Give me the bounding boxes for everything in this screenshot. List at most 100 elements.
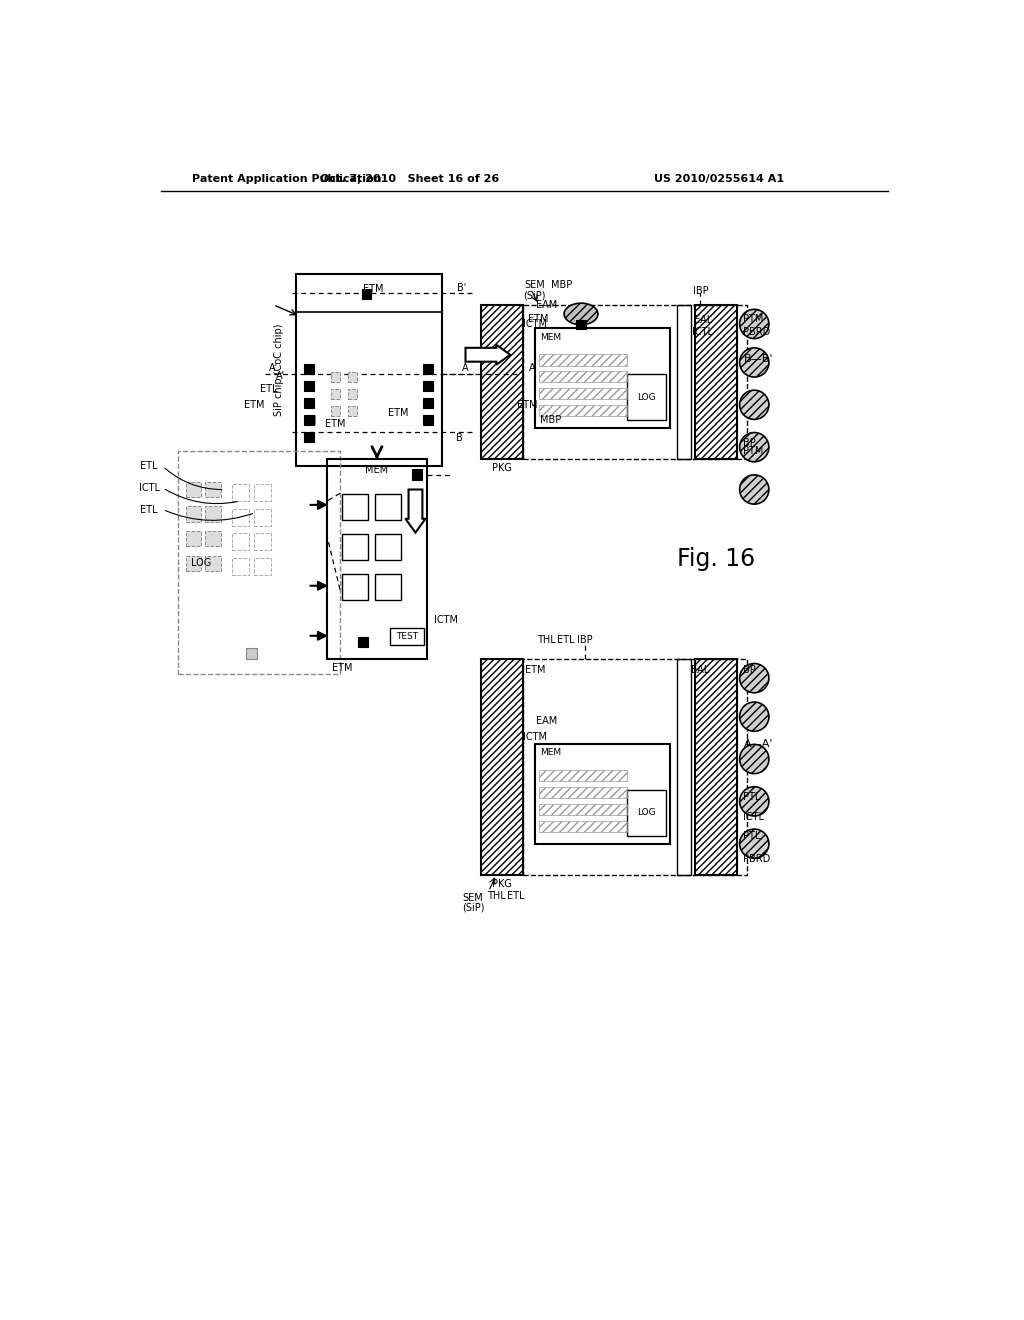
Bar: [254, 508, 270, 525]
Text: SiP chip (CoC chip): SiP chip (CoC chip): [274, 323, 285, 416]
Bar: [342, 494, 369, 520]
Bar: [304, 381, 313, 391]
Text: A': A': [276, 371, 286, 380]
Text: ETL: ETL: [260, 384, 278, 395]
Bar: [342, 535, 369, 561]
Circle shape: [739, 309, 769, 339]
Text: MEM: MEM: [540, 333, 561, 342]
Bar: [375, 494, 400, 520]
Bar: [178, 451, 340, 675]
Bar: [539, 371, 628, 383]
Text: LOG: LOG: [191, 557, 212, 568]
Bar: [423, 414, 433, 425]
Ellipse shape: [564, 304, 598, 325]
Text: ICTL: ICTL: [743, 812, 765, 822]
Bar: [348, 389, 357, 399]
Text: BP: BP: [743, 665, 757, 676]
Circle shape: [739, 391, 769, 420]
Bar: [523, 305, 746, 459]
FancyArrow shape: [466, 345, 510, 364]
Bar: [539, 804, 628, 816]
Text: ETM: ETM: [528, 314, 549, 323]
Text: EAL: EAL: [691, 665, 710, 676]
Text: ICTM: ICTM: [523, 733, 547, 742]
Bar: [186, 556, 202, 572]
Circle shape: [739, 702, 769, 731]
Circle shape: [739, 829, 769, 858]
Bar: [186, 531, 202, 546]
Bar: [539, 770, 628, 781]
Text: MEM: MEM: [366, 465, 388, 475]
Circle shape: [739, 348, 769, 378]
Bar: [361, 289, 371, 298]
Text: PTL: PTL: [743, 792, 761, 803]
Bar: [348, 407, 357, 416]
Bar: [523, 659, 746, 875]
Bar: [357, 636, 369, 647]
Text: ICTM: ICTM: [434, 615, 459, 626]
Text: Oct. 7, 2010   Sheet 16 of 26: Oct. 7, 2010 Sheet 16 of 26: [319, 174, 499, 185]
Bar: [205, 556, 220, 572]
Circle shape: [739, 433, 769, 462]
Text: PTL: PTL: [743, 832, 761, 841]
Text: ETM: ETM: [517, 400, 538, 409]
Text: B—B': B—B': [743, 354, 773, 363]
Text: Patent Application Publication: Patent Application Publication: [193, 174, 382, 185]
Text: Fig. 16: Fig. 16: [677, 546, 755, 570]
Bar: [205, 531, 220, 546]
Text: SEM: SEM: [463, 892, 483, 903]
Text: PBRD: PBRD: [743, 854, 771, 865]
Text: TEST: TEST: [396, 632, 418, 642]
Bar: [186, 507, 202, 521]
Text: ETM: ETM: [326, 418, 346, 429]
Bar: [348, 372, 357, 381]
Bar: [575, 321, 587, 330]
Text: (SiP): (SiP): [523, 290, 546, 301]
Bar: [342, 574, 369, 601]
Bar: [254, 558, 270, 576]
Bar: [375, 535, 400, 561]
Bar: [628, 789, 666, 836]
Bar: [327, 459, 427, 659]
Bar: [412, 470, 422, 480]
Text: EAL: EAL: [693, 315, 712, 325]
Text: A': A': [268, 363, 278, 372]
Text: US 2010/0255614 A1: US 2010/0255614 A1: [654, 174, 784, 185]
Bar: [331, 389, 340, 399]
Text: THL: THL: [537, 635, 556, 644]
Bar: [539, 388, 628, 400]
Text: THL: THL: [487, 891, 506, 902]
Text: BP: BP: [743, 438, 757, 449]
Text: PKG: PKG: [493, 879, 512, 888]
Text: ETM: ETM: [524, 665, 545, 676]
Circle shape: [739, 787, 769, 816]
Bar: [254, 484, 270, 502]
Text: A—A': A—A': [743, 739, 773, 748]
Bar: [695, 305, 737, 459]
Text: IBP: IBP: [692, 286, 709, 296]
Bar: [535, 327, 670, 428]
Bar: [539, 354, 628, 366]
Text: ICTL: ICTL: [138, 483, 160, 492]
Bar: [254, 533, 270, 550]
Text: ICTM: ICTM: [523, 319, 547, 329]
Text: ETL: ETL: [507, 891, 524, 902]
Circle shape: [739, 475, 769, 504]
Text: EAM: EAM: [536, 300, 557, 310]
Bar: [375, 574, 400, 601]
Bar: [232, 508, 249, 525]
Text: A: A: [462, 363, 469, 372]
Bar: [390, 628, 424, 645]
Bar: [331, 372, 340, 381]
Bar: [539, 405, 628, 416]
Text: (SiP): (SiP): [462, 903, 484, 912]
Text: IBP: IBP: [578, 635, 593, 644]
Text: ETM: ETM: [244, 400, 264, 409]
Text: ETM: ETM: [362, 284, 383, 294]
Text: ETL: ETL: [140, 462, 158, 471]
Text: ETL: ETL: [557, 635, 574, 644]
Bar: [304, 414, 313, 425]
Bar: [205, 507, 220, 521]
Text: EAM: EAM: [536, 715, 557, 726]
FancyArrow shape: [406, 490, 425, 533]
